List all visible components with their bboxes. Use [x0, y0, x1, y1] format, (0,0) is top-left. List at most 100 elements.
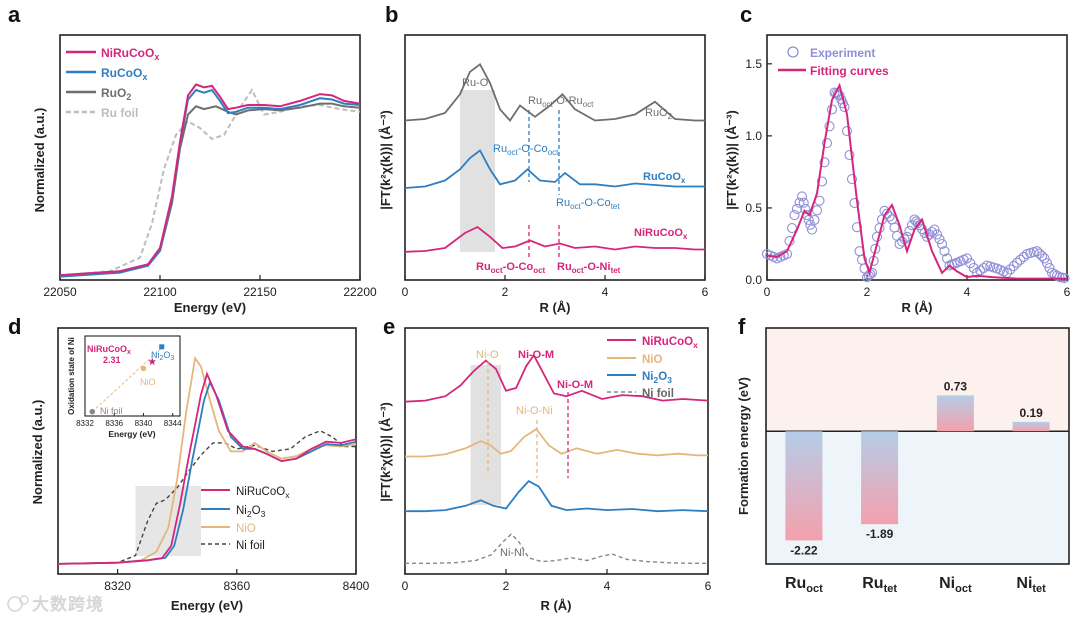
watermark-text: 大数跨境	[32, 594, 104, 614]
series-line-d-1	[57, 380, 357, 565]
annotations-b: Ru-O Ruoct-O-Ruoct RuO2 Ruoct-O-Cooct Ru…	[462, 77, 688, 275]
c-exp-point	[806, 224, 818, 235]
series-line-a-2	[59, 102, 361, 277]
c-exp-point	[1039, 253, 1050, 264]
annot-e-niom-2: Ni-O-M	[557, 379, 593, 391]
annot-b-rucoox: RuCoOx	[643, 171, 686, 185]
category-label-3: Nitet	[1016, 575, 1046, 595]
c-exp-point	[798, 197, 809, 208]
legend-label-a-2: RuCoOx	[101, 66, 147, 82]
c-exp-point	[849, 198, 860, 209]
legend-c: Experiment Fitting curves	[778, 46, 889, 78]
c-exp-point	[934, 234, 945, 245]
c-exp-point	[1036, 250, 1048, 262]
c-exp-point	[1041, 258, 1053, 269]
b-x-tick-label-2: 4	[602, 285, 609, 299]
series-line-b-2	[404, 225, 705, 253]
e-x-tick-label-3: 6	[705, 579, 712, 593]
axes-frame-c	[766, 34, 1068, 281]
c-exp-point	[939, 246, 950, 257]
annot-b-ruo2: RuO2	[645, 107, 673, 121]
c-x-tick-label-0: 0	[764, 285, 771, 299]
legend-label-e-4: Ni foil	[642, 388, 674, 400]
series-lines-b	[404, 62, 705, 253]
panel-label-e: e	[383, 314, 395, 339]
annot-b-nirucoox: NiRuCoOx	[634, 227, 688, 241]
inset-point-2	[159, 344, 165, 350]
a-x-tick-label-1: 22100	[143, 285, 177, 299]
bar-1	[861, 431, 899, 525]
legend-label-a-4: Ru foil	[101, 106, 138, 120]
c-exp-point	[931, 229, 943, 240]
annot-b-ru-o-co-oct: Ruoct-O-Cooct	[493, 143, 559, 157]
x-ticks-d: 8320 8360 8400	[104, 569, 370, 593]
c-exp-point	[909, 214, 920, 225]
panel-b: b 0 2 4 6 R (Å) |FT(k²χ(k))| (Å⁻³) Ru-O Ruo…	[378, 2, 709, 315]
axes-frame-f	[765, 327, 1070, 565]
c-exp-point	[841, 126, 853, 137]
watermark-icon-dot	[19, 595, 29, 605]
panel-c: c 0 2 4 6 0.0 0.5 1.0 1.5 R (Å) |FT(k²χ(k))| (Å…	[724, 2, 1071, 315]
bar-value-label-2: 0.73	[944, 379, 968, 393]
c-exp-point	[821, 138, 833, 149]
c-x-tick-label-3: 6	[1064, 285, 1071, 299]
positive-region-bg	[766, 328, 1069, 432]
c-exp-point	[844, 150, 855, 161]
c-y-tick-label-0: 0.0	[745, 273, 762, 287]
c-exp-point	[846, 174, 858, 185]
axes-frame-e	[404, 327, 709, 575]
c-exp-point	[866, 267, 878, 278]
inset-annot-ni2o3: Ni2O3	[151, 350, 174, 362]
c-exp-point	[1034, 248, 1045, 259]
y-axis-label-e: |FT(k²χ(k))| (Å⁻³)	[378, 402, 393, 502]
legend-label-c-2: Fitting curves	[810, 64, 889, 78]
watermark: 大数跨境	[7, 594, 104, 614]
series-line-d-0	[57, 371, 357, 565]
inset-point-1	[140, 365, 147, 372]
annot-b-ru-o-co-tet: Ruoct-O-Cotet	[556, 197, 620, 211]
axes-frame-b	[404, 34, 706, 281]
d-x-tick-label-0: 8320	[104, 579, 131, 593]
panel-label-b: b	[385, 2, 398, 27]
panel-e: e 0 2 4 6 R (Å) |FT(k²χ(k))| (Å⁻³) Ni-O Ni-…	[378, 314, 712, 613]
annot-b-ruo: Ru-O	[462, 77, 489, 89]
inset-fit-line	[91, 344, 166, 413]
legend-label-d-3: NiO	[236, 523, 256, 535]
y-axis-label-a: Normalized (a.u.)	[32, 108, 47, 213]
panel-f: f -2.22 Ruoct -1.89 Rutet 0.73 Nioct 0.19 Nitet…	[736, 314, 1070, 595]
c-exp-point	[800, 203, 811, 214]
c-exp-point	[941, 253, 953, 264]
c-exp-point	[816, 176, 828, 187]
c-exp-point	[824, 121, 835, 132]
inset-annot-231: 2.31	[103, 355, 121, 365]
c-exp-point	[791, 203, 803, 214]
x-axis-label-e: R (Å)	[540, 598, 571, 613]
inset-x-tick-label-1: 8336	[105, 419, 123, 428]
series-lines-d	[57, 355, 357, 565]
category-label-2: Nioct	[939, 575, 972, 595]
c-exp-point	[796, 191, 808, 202]
c-exp-point	[809, 214, 820, 226]
axes-frame-d	[57, 327, 357, 575]
legend-label-e-2: NiO	[642, 354, 663, 366]
c-y-tick-label-1: 0.5	[745, 201, 762, 215]
inset-annot-nirucoox: NiRuCoOx	[87, 344, 131, 356]
series-lines-e	[404, 353, 709, 564]
legend-label-c-1: Experiment	[810, 46, 875, 60]
series-line-a-0	[59, 83, 361, 277]
x-ticks-a: 22050 22100 22150 22200	[43, 275, 377, 299]
c-exp-point	[978, 262, 989, 274]
legend-label-d-2: Ni2O3	[236, 505, 266, 519]
inset-x-label: Energy (eV)	[108, 429, 155, 439]
x-ticks-e: 0 2 4 6	[402, 569, 712, 593]
e-x-tick-label-2: 4	[604, 579, 611, 593]
panel-d: d 8320 8360 8400 Energy (eV) Normalized (a…	[8, 314, 370, 613]
inset-x-tick-label-0: 8332	[76, 419, 94, 428]
c-exp-point	[929, 224, 940, 235]
inset-annot-nifoil: Ni foil	[100, 406, 123, 416]
c-exp-point	[1044, 262, 1055, 274]
inset-annot-nio: NiO	[140, 377, 156, 387]
c-exp-point	[889, 222, 900, 233]
c-exp-point	[851, 222, 863, 233]
